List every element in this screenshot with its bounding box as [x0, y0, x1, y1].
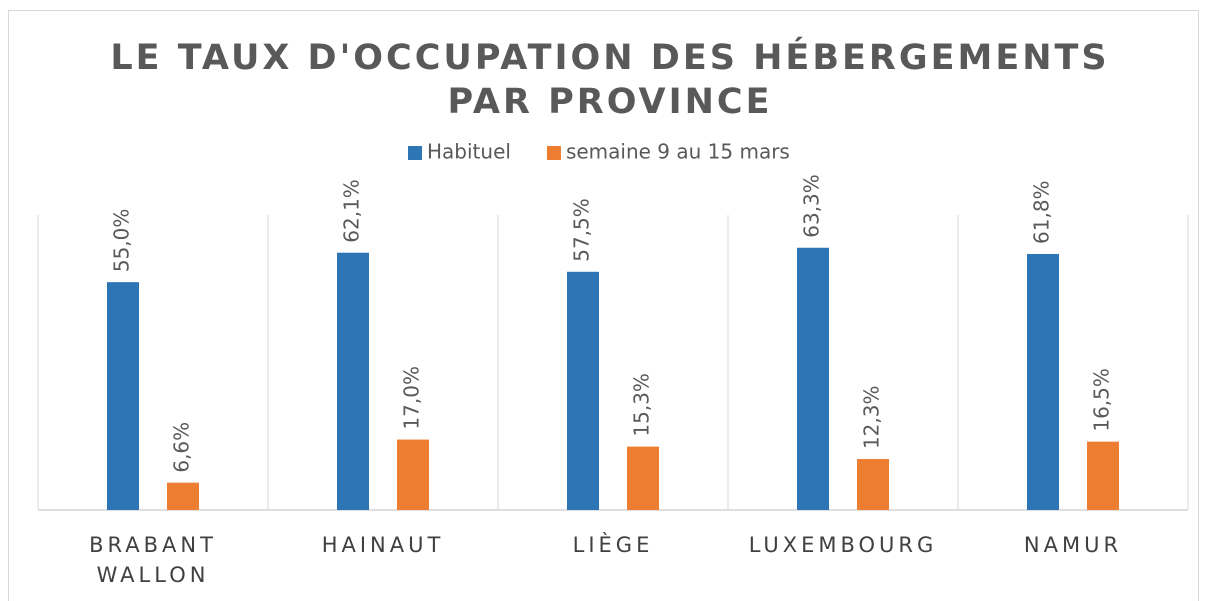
- data-label: 55,0%: [110, 209, 134, 273]
- legend-swatch: [408, 146, 422, 160]
- data-label: 63,3%: [800, 174, 824, 238]
- bar: [397, 439, 429, 510]
- x-tick-label: HAINAUT: [321, 533, 445, 557]
- data-label: 12,3%: [860, 385, 884, 449]
- data-label: 62,1%: [340, 179, 364, 243]
- x-tick-label: BRABANT WALLON: [89, 533, 217, 587]
- data-label: 17,0%: [400, 366, 424, 430]
- bar: [857, 459, 889, 510]
- x-tick-label: LIÈGE: [572, 533, 654, 557]
- bar: [567, 271, 599, 510]
- bar: [167, 482, 199, 510]
- bar: [1027, 253, 1059, 510]
- data-label: 61,8%: [1030, 180, 1054, 244]
- data-label: 57,5%: [570, 198, 594, 262]
- legend-label: semaine 9 au 15 mars: [566, 140, 790, 164]
- x-tick-label: LUXEMBOURG: [748, 533, 938, 557]
- chart-title: LE TAUX D'OCCUPATION DES HÉBERGEMENTS PA…: [110, 38, 1110, 122]
- legend-label: Habituel: [427, 140, 511, 164]
- data-label: 15,3%: [630, 373, 654, 437]
- data-label: 16,5%: [1090, 368, 1114, 432]
- bar: [627, 446, 659, 510]
- bar: [797, 247, 829, 510]
- bar: [1087, 441, 1119, 510]
- data-label: 6,6%: [170, 422, 194, 473]
- bar: [337, 252, 369, 510]
- bar: [107, 282, 139, 510]
- chart-frame: [8, 10, 1199, 601]
- legend-swatch: [546, 146, 561, 160]
- x-tick-label: NAMUR: [1023, 533, 1123, 557]
